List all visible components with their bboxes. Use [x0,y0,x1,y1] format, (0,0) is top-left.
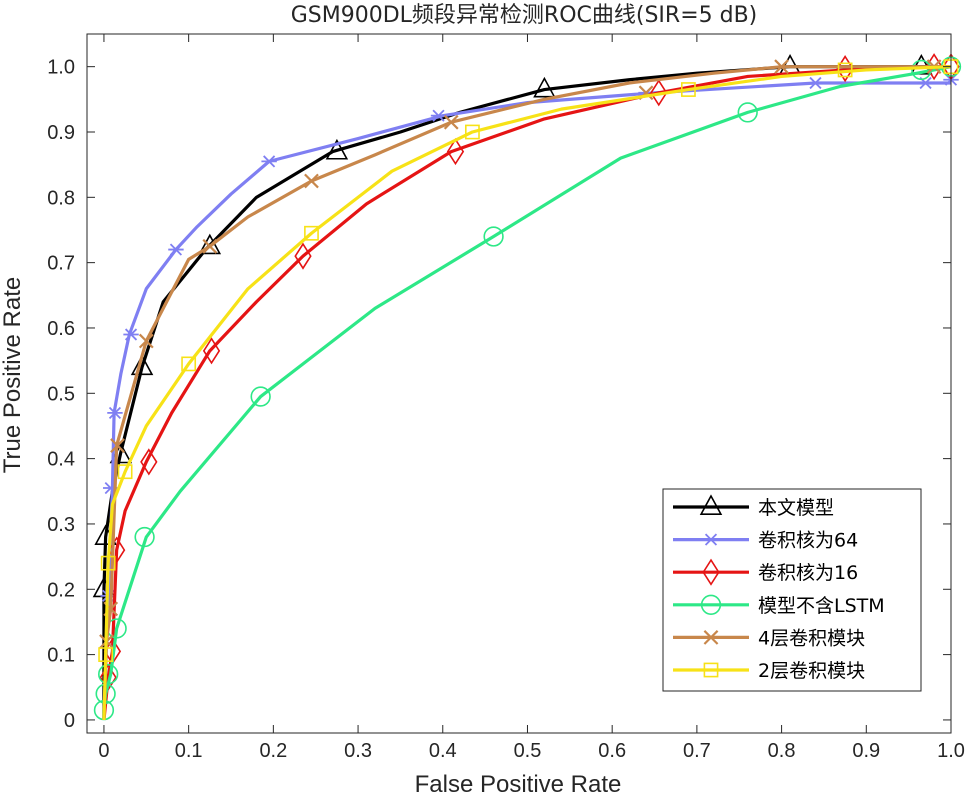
axes-box [86,33,952,734]
x-tick-label: 0.9 [852,740,880,762]
legend-item: 2层卷积模块 [673,660,865,682]
data-point-marker [443,114,459,130]
data-point-marker [168,243,184,256]
data-point-marker [483,226,504,247]
x-tick-label: 0.1 [175,740,203,762]
legend-item: 卷积核为64 [673,530,858,552]
data-point-marker [107,406,123,419]
legend-label: 卷积核为16 [758,562,858,584]
data-point-marker [138,333,154,349]
data-point-marker [140,448,158,476]
data-point-marker [130,354,154,376]
data-point-marker [181,356,197,372]
legend-swatch-marker [700,594,722,615]
legend-item: 4层卷积模块 [673,627,865,649]
y-tick-label: 0 [64,710,75,732]
legend-item: 模型不含LSTM [673,594,885,617]
plot-area [92,53,962,721]
x-axis-label: False Positive Rate [415,771,622,796]
y-tick-label: 0.1 [47,645,75,667]
x-tick-label: 0.2 [259,740,287,762]
data-point-marker [304,225,319,241]
data-point-marker [807,76,824,90]
legend-item: 本文模型 [673,494,834,519]
y-tick-label: 0.8 [47,187,75,209]
axes: 0 0.1 0.2 0.3 0.4 0.5 0.6 0.7 0.8 0.9 1.0 0 0.1 0.2 0.… [47,33,965,762]
x-tick-label: 0.5 [514,740,542,762]
data-point-marker [98,664,119,685]
data-point-marker [465,124,480,140]
legend-swatch-marker [703,662,719,678]
data-point-marker [202,238,218,254]
x-tick-label: 0.7 [683,740,711,762]
x-tick-label: 0.3 [344,740,372,762]
legend-box [662,488,922,692]
y-axis-label: True Positive Rate [0,277,26,474]
x-tick-label: 0.8 [768,740,796,762]
legend-swatch-marker [702,558,720,586]
legend-item: 卷积核为16 [673,558,858,586]
data-point-marker [737,102,758,123]
data-point-marker [250,386,271,407]
y-tick-label: 0.7 [47,253,75,275]
data-point-marker [836,55,854,83]
legend-swatch-marker [699,494,723,515]
legend-label: 模型不含LSTM [758,595,885,617]
y-tick-label: 0.2 [47,579,75,601]
data-point-marker [304,173,319,189]
legend-label: 本文模型 [758,497,834,519]
data-point-marker [123,328,139,341]
data-point-marker [117,464,133,480]
data-point-marker [837,62,853,78]
legend-label: 4层卷积模块 [758,627,865,649]
legend-swatch-marker [703,533,719,546]
data-point-marker [110,438,125,453]
data-point-marker [134,526,155,548]
legend-swatch-marker [703,630,719,645]
data-point-marker [294,242,312,270]
data-point-marker [774,59,789,75]
data-point-marker [650,79,668,107]
legend-label: 2层卷积模块 [758,660,865,682]
series-line [102,65,952,720]
data-point-marker [533,76,556,98]
series-line [102,65,951,721]
data-point-marker [681,82,696,97]
y-tick-label: 0.6 [47,318,75,340]
x-tick-label: 0.6 [598,740,626,762]
x-tick-label: 0.4 [429,740,457,762]
data-point-marker [202,337,221,365]
chart-title: GSM900DL频段异常检测ROC曲线(SIR=5 dB) [291,3,758,28]
data-point-marker [261,155,277,168]
data-point-marker [98,647,114,663]
series-line [102,65,952,720]
data-point-marker [325,138,349,160]
y-tick-label: 0.4 [47,449,75,471]
y-tick-label: 0.3 [47,514,75,536]
data-point-marker [430,109,447,122]
y-tick-label: 1.0 [47,57,75,79]
x-tick-label: 1.0 [937,740,965,762]
y-tick-label: 0.5 [47,383,75,405]
legend-label: 卷积核为64 [758,530,858,552]
data-point-marker [100,555,116,571]
x-tick-label: 0 [98,740,109,762]
y-tick-label: 0.9 [47,122,75,144]
data-point-marker [446,137,465,166]
